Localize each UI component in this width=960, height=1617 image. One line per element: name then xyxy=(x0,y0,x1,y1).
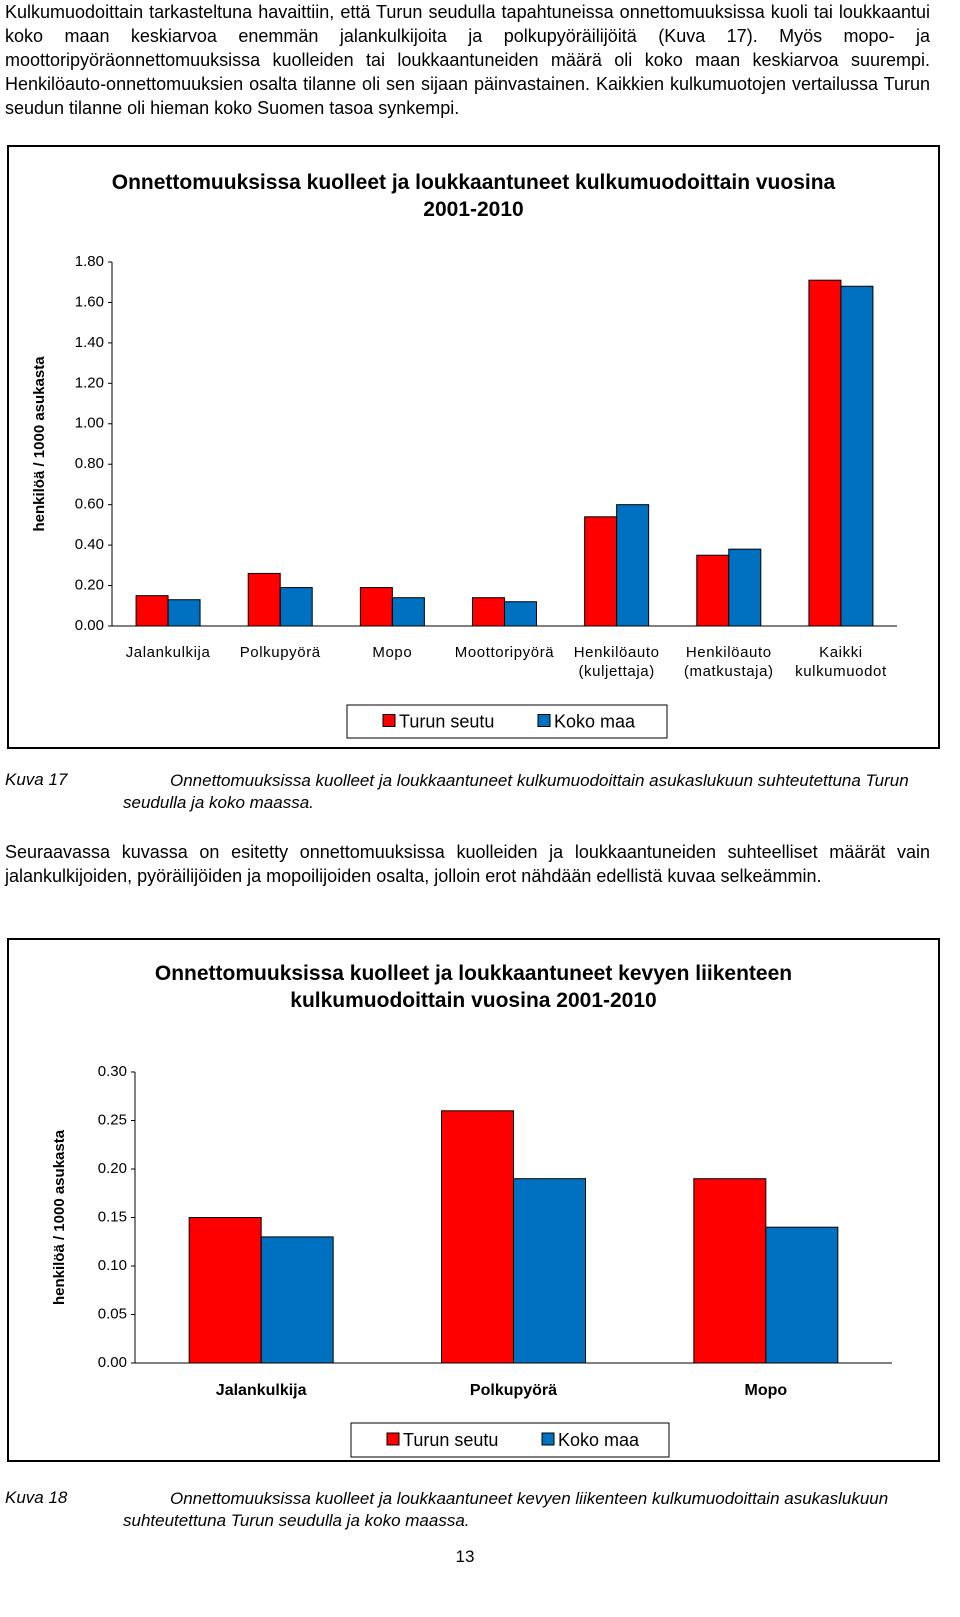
bar xyxy=(167,599,201,627)
legend-label: Turun seutu xyxy=(399,711,494,731)
bar xyxy=(513,1178,586,1364)
y-tick-label: 1.60 xyxy=(75,293,104,310)
legend-label: Turun seutu xyxy=(403,1430,498,1450)
y-tick-label: 0.20 xyxy=(98,1160,127,1177)
bar xyxy=(840,285,874,627)
y-tick-label: 0.00 xyxy=(75,617,104,634)
y-tick-label: 0.15 xyxy=(98,1208,127,1225)
y-tick-label: 0.00 xyxy=(98,1354,127,1371)
y-tick-label: 1.20 xyxy=(75,374,104,391)
bar xyxy=(693,1178,767,1364)
chart-title: Onnettomuuksissa kuolleet ja loukkaantun… xyxy=(111,171,836,221)
y-tick-label: 0.20 xyxy=(75,577,104,594)
chart-title: Onnettomuuksissa kuolleet ja loukkaantun… xyxy=(154,962,793,1012)
legend-label: Koko maa xyxy=(558,1430,640,1450)
x-tick-label: Jalankulkija xyxy=(126,644,211,661)
bar xyxy=(472,597,505,627)
y-tick-label: 0.05 xyxy=(98,1305,127,1322)
y-tick-label: 0.80 xyxy=(75,455,104,472)
chart: henkilöä / 1000 asukasta 0.00 0.05 0.10 0.15… xyxy=(51,1063,892,1458)
y-tick-label: 0.40 xyxy=(75,536,104,553)
legend-label: Koko maa xyxy=(554,711,636,731)
legend-box xyxy=(350,1422,670,1458)
caption: Onnettomuuksissa kuolleet ja loukkaantun… xyxy=(123,771,909,812)
y-tick-label: 0.60 xyxy=(75,496,104,513)
x-tick-label: Polkupyörä xyxy=(470,1382,557,1399)
y-axis-label: henkilöä / 1000 asukasta xyxy=(31,356,48,532)
bar xyxy=(188,1217,262,1364)
y-tick-label: 0.10 xyxy=(98,1257,127,1274)
legend-swatch xyxy=(386,1432,400,1446)
paragraph: Kulkumuodoittain tarkasteltuna havaittii… xyxy=(5,2,930,118)
bar xyxy=(728,548,762,627)
bar xyxy=(391,597,425,627)
bar xyxy=(584,516,618,627)
y-axis-label: henkilöä / 1000 asukasta xyxy=(51,1129,68,1305)
x-tick-label: Moottoripyörä xyxy=(455,644,555,661)
bar xyxy=(135,595,169,627)
x-tick-label: Mopo xyxy=(745,1382,788,1399)
legend-swatch xyxy=(537,714,551,727)
caption: Onnettomuuksissa kuolleet ja loukkaantun… xyxy=(123,1489,889,1530)
y-tick-label: 1.00 xyxy=(75,415,104,432)
paragraph: Seuraavassa kuvassa on esitetty onnettom… xyxy=(5,842,930,886)
x-tick-label: Polkupyörä xyxy=(240,644,321,661)
bar xyxy=(808,279,842,627)
page-number: 13 xyxy=(455,1547,475,1566)
y-tick-label: 0.30 xyxy=(98,1063,127,1080)
bar xyxy=(359,587,393,627)
x-tick-label: Jalankulkija xyxy=(216,1382,307,1399)
x-tick-label: Henkilöauto (kuljettaja) xyxy=(574,644,660,680)
y-tick-label: 1.80 xyxy=(75,253,104,270)
x-tick-label: Henkilöauto (matkustaja) xyxy=(684,644,774,680)
bar xyxy=(279,587,313,627)
legend-swatch xyxy=(382,714,396,727)
bar xyxy=(696,554,730,627)
caption-label: Kuva 18 xyxy=(5,1488,68,1507)
y-tick-label: 0.25 xyxy=(98,1111,127,1128)
x-tick-label: Kaikki kulkumuodot xyxy=(795,644,887,680)
chart: henkilöä / 1000 asukasta 0.00 0.20 0.40 0.60… xyxy=(31,253,897,739)
bar xyxy=(260,1236,334,1364)
chart-frame: Onnettomuuksissa kuolleet ja loukkaantun… xyxy=(7,145,940,749)
legend-box xyxy=(346,704,668,739)
caption-label: Kuva 17 xyxy=(5,770,68,789)
legend-swatch xyxy=(541,1432,555,1446)
bar xyxy=(616,504,650,627)
bar xyxy=(247,572,281,627)
x-tick-label: Mopo xyxy=(372,644,412,661)
y-tick-label: 1.40 xyxy=(75,334,104,351)
bar xyxy=(504,601,537,627)
bar xyxy=(441,1110,514,1364)
bar xyxy=(765,1226,839,1364)
chart-frame: Onnettomuuksissa kuolleet ja loukkaantun… xyxy=(7,938,940,1462)
